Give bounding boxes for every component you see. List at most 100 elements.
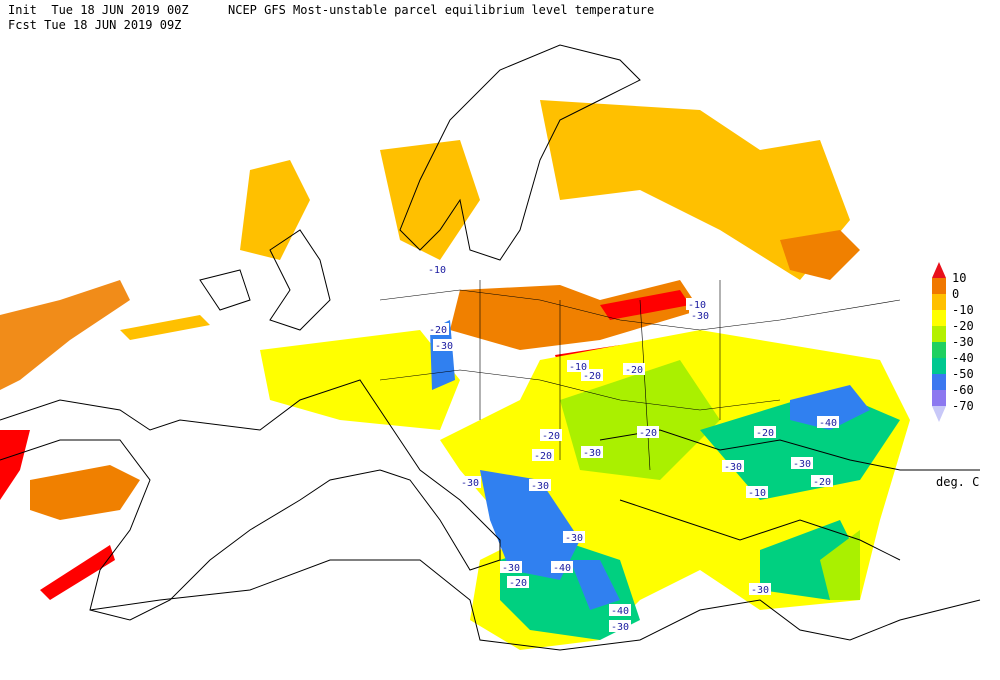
coastline [619,499,901,561]
contour-label-box [637,426,659,438]
colorbar-label: -10 [952,303,974,317]
border [479,280,721,471]
colorbar-box [932,278,946,294]
contour-label-box [563,531,585,543]
border [379,369,781,411]
contour-label: -30 [724,462,742,473]
field-region [380,140,480,260]
contour-label: -20 [542,431,560,442]
coastline [199,269,251,311]
colorbar-label: 0 [952,287,959,301]
field-region [600,290,690,320]
border [379,289,901,331]
field-region [430,320,455,390]
field-region [570,560,620,610]
contour-label: -20 [429,325,447,336]
coastline [0,379,501,621]
colorbar-box [932,342,946,358]
contour-label-box [623,363,645,375]
contour-label-box [459,476,481,488]
colorbar-label: -50 [952,367,974,381]
contour-label: -30 [531,481,549,492]
field-region [40,545,115,600]
contour-label: -40 [819,418,837,429]
contour-label-box [426,263,448,275]
contour-label-box [581,446,603,458]
colorbar-arrow [932,262,946,278]
colorbar-label: -40 [952,351,974,365]
contour-label: -30 [435,341,453,352]
contour-label: -30 [751,585,769,596]
contour-label-box [811,475,833,487]
unit-label: deg. C [936,475,979,489]
contour-label: -20 [583,371,601,382]
colorbar-arrow [932,406,946,422]
contour-label-box [427,323,449,335]
field-region [240,160,310,260]
field [0,100,910,650]
contour-label-box [507,576,529,588]
contour-label: -40 [553,563,571,574]
field-region [30,465,140,520]
contour-label: -10 [569,362,587,373]
field-region [480,470,580,580]
field-region [120,315,210,340]
field-region [790,385,870,430]
contour-label-box [500,561,522,573]
init-time: Init Tue 18 JUN 2019 00Z [8,3,189,17]
contour-label-box [540,429,562,441]
colorbar-label: 10 [952,271,966,285]
contour-label: -20 [813,477,831,488]
contour-label: -30 [583,448,601,459]
colorbar-label: -60 [952,383,974,397]
contour-label-box [433,339,455,351]
contour-label: -30 [611,622,629,633]
contour-label: -40 [611,606,629,617]
coastline [269,229,331,331]
contour-label-box [686,298,708,310]
colorbar-label: -20 [952,319,974,333]
contour-label: -30 [793,459,811,470]
field-region [820,530,860,600]
contour-label: -10 [688,300,706,311]
contour-label: -20 [534,451,552,462]
contour-label-box [529,479,551,491]
contour-label-box [791,457,813,469]
contour-label-box [746,486,768,498]
contour-label: -30 [502,563,520,574]
contour-label: -30 [565,533,583,544]
contour-label-box [567,360,589,372]
contour-label: -10 [428,265,446,276]
contour-label-box [609,620,631,632]
colorbar-box [932,374,946,390]
colorbar-label: -30 [952,335,974,349]
field-region [450,280,700,350]
contour-label: -20 [509,578,527,589]
contour-label: -10 [748,488,766,499]
field-region [780,230,860,280]
contour-label: -30 [691,311,709,322]
coastline [599,429,980,471]
colorbar-label: -70 [952,399,974,413]
contour-label-box [754,426,776,438]
coastlines [0,44,981,651]
contour-label: -30 [461,478,479,489]
colorbar-box [932,358,946,374]
colorbar-box [932,390,946,406]
contour-label-box [609,604,631,616]
contour-label: -20 [639,428,657,439]
colorbar-box [932,326,946,342]
field-region [540,100,850,280]
forecast-time: Fcst Tue 18 JUN 2019 09Z [8,18,181,32]
contour-label: -20 [625,365,643,376]
field-region [0,280,130,390]
coastline [399,44,641,261]
colorbar-box [932,310,946,326]
contour-label-box [722,460,744,472]
contour-label-box [689,309,711,321]
contour-label: -20 [756,428,774,439]
contour-label-box [532,449,554,461]
contour-label-box [817,416,839,428]
